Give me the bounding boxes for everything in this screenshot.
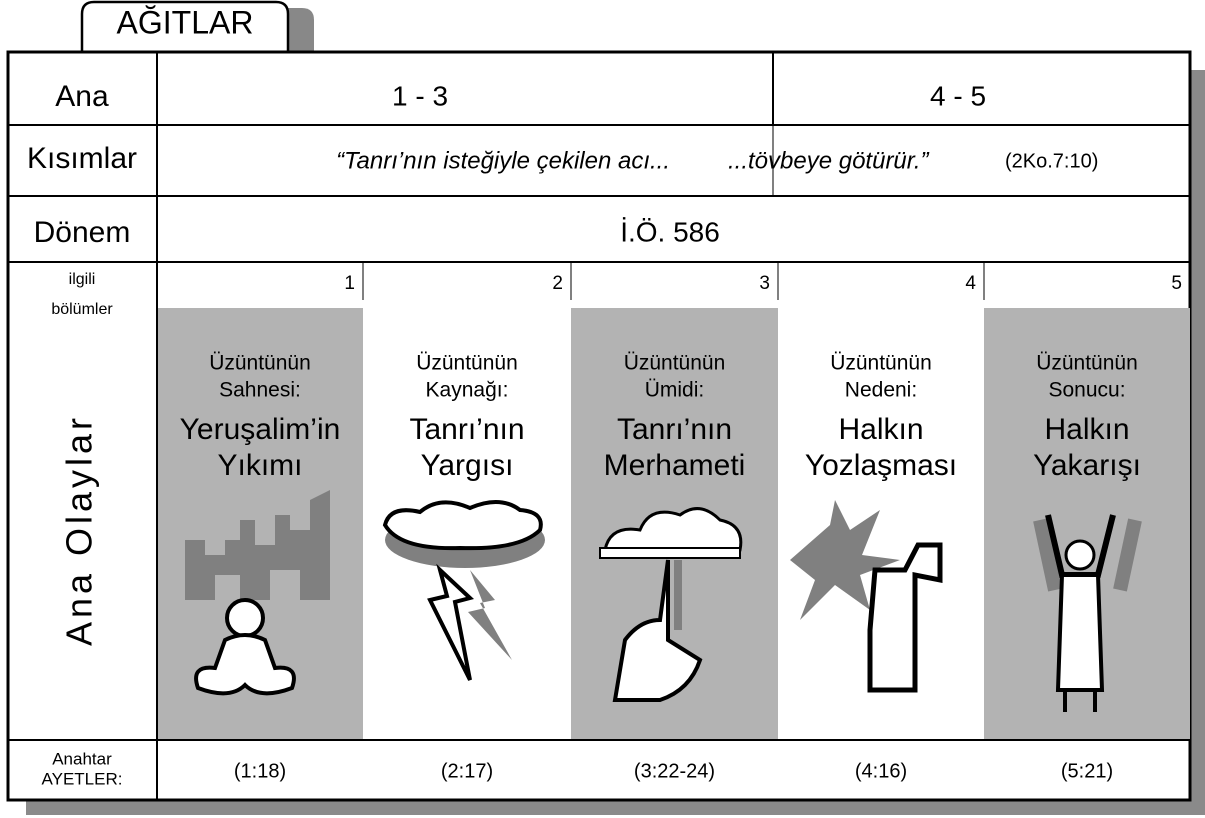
event-title: Yargısı <box>421 449 514 482</box>
event-title: Merhameti <box>604 449 746 482</box>
row-label: Ana Olaylar <box>59 414 100 646</box>
row-label: bölümler <box>51 301 113 318</box>
section-label: 1 - 3 <box>392 80 448 111</box>
key-verse: (1:18) <box>234 760 286 782</box>
event-subtitle: Üzüntünün <box>416 352 518 375</box>
quote: “Tanrı’nın isteğiyle çekilen acı... <box>336 147 670 174</box>
key-verse: (3:22-24) <box>634 760 715 782</box>
quote: ...tövbeye götürür.” <box>728 147 930 174</box>
icon-hand <box>599 507 743 702</box>
event-subtitle: Sonucu: <box>1048 379 1125 402</box>
event-title: Tanrı’nın <box>409 413 524 446</box>
key-verse: (2:17) <box>441 760 493 782</box>
section-label: 4 - 5 <box>930 80 986 111</box>
row-label: AYETLER: <box>42 769 123 788</box>
event-subtitle: Ümidi: <box>645 379 705 402</box>
icon-figure <box>1033 514 1142 712</box>
row-label: Anahtar <box>52 749 112 768</box>
event-subtitle: Üzüntünün <box>1036 352 1138 375</box>
period: İ.Ö. 586 <box>620 216 720 247</box>
event-title: Yakarışı <box>1033 449 1141 482</box>
chapter-number: 2 <box>552 273 563 294</box>
chapter-number: 4 <box>965 273 976 294</box>
icon-ruins <box>185 490 330 696</box>
tab-title: AĞITLAR <box>117 4 254 40</box>
tab <box>80 0 290 52</box>
row-label: Dönem <box>34 216 131 249</box>
event-subtitle: Üzüntünün <box>209 352 311 375</box>
event-subtitle: Nedeni: <box>845 379 917 402</box>
event-title: Halkın <box>838 413 923 446</box>
icon-storm <box>382 500 545 681</box>
event-title: Yeruşalim’in <box>180 413 341 446</box>
event-title: Halkın <box>1044 413 1129 446</box>
key-verse: (5:21) <box>1061 760 1113 782</box>
event-title: Yozlaşması <box>805 449 957 482</box>
event-subtitle: Sahnesi: <box>219 379 301 402</box>
event-subtitle: Üzüntünün <box>624 352 726 375</box>
event-subtitle: Kaynağı: <box>426 379 509 402</box>
row-label: ilgili <box>69 271 96 288</box>
event-title: Tanrı’nın <box>617 413 732 446</box>
row-label: Ana <box>55 80 109 113</box>
key-verse: (4:16) <box>855 760 907 782</box>
event-title: Yıkımı <box>217 449 302 482</box>
chapter-number: 1 <box>344 273 355 294</box>
quote-reference: (2Ko.7:10) <box>1005 150 1098 172</box>
icon-robe <box>790 500 943 693</box>
row-label: Kısımlar <box>27 142 137 175</box>
chapter-number: 3 <box>759 273 770 294</box>
event-subtitle: Üzüntünün <box>830 352 932 375</box>
chapter-number: 5 <box>1171 273 1182 294</box>
